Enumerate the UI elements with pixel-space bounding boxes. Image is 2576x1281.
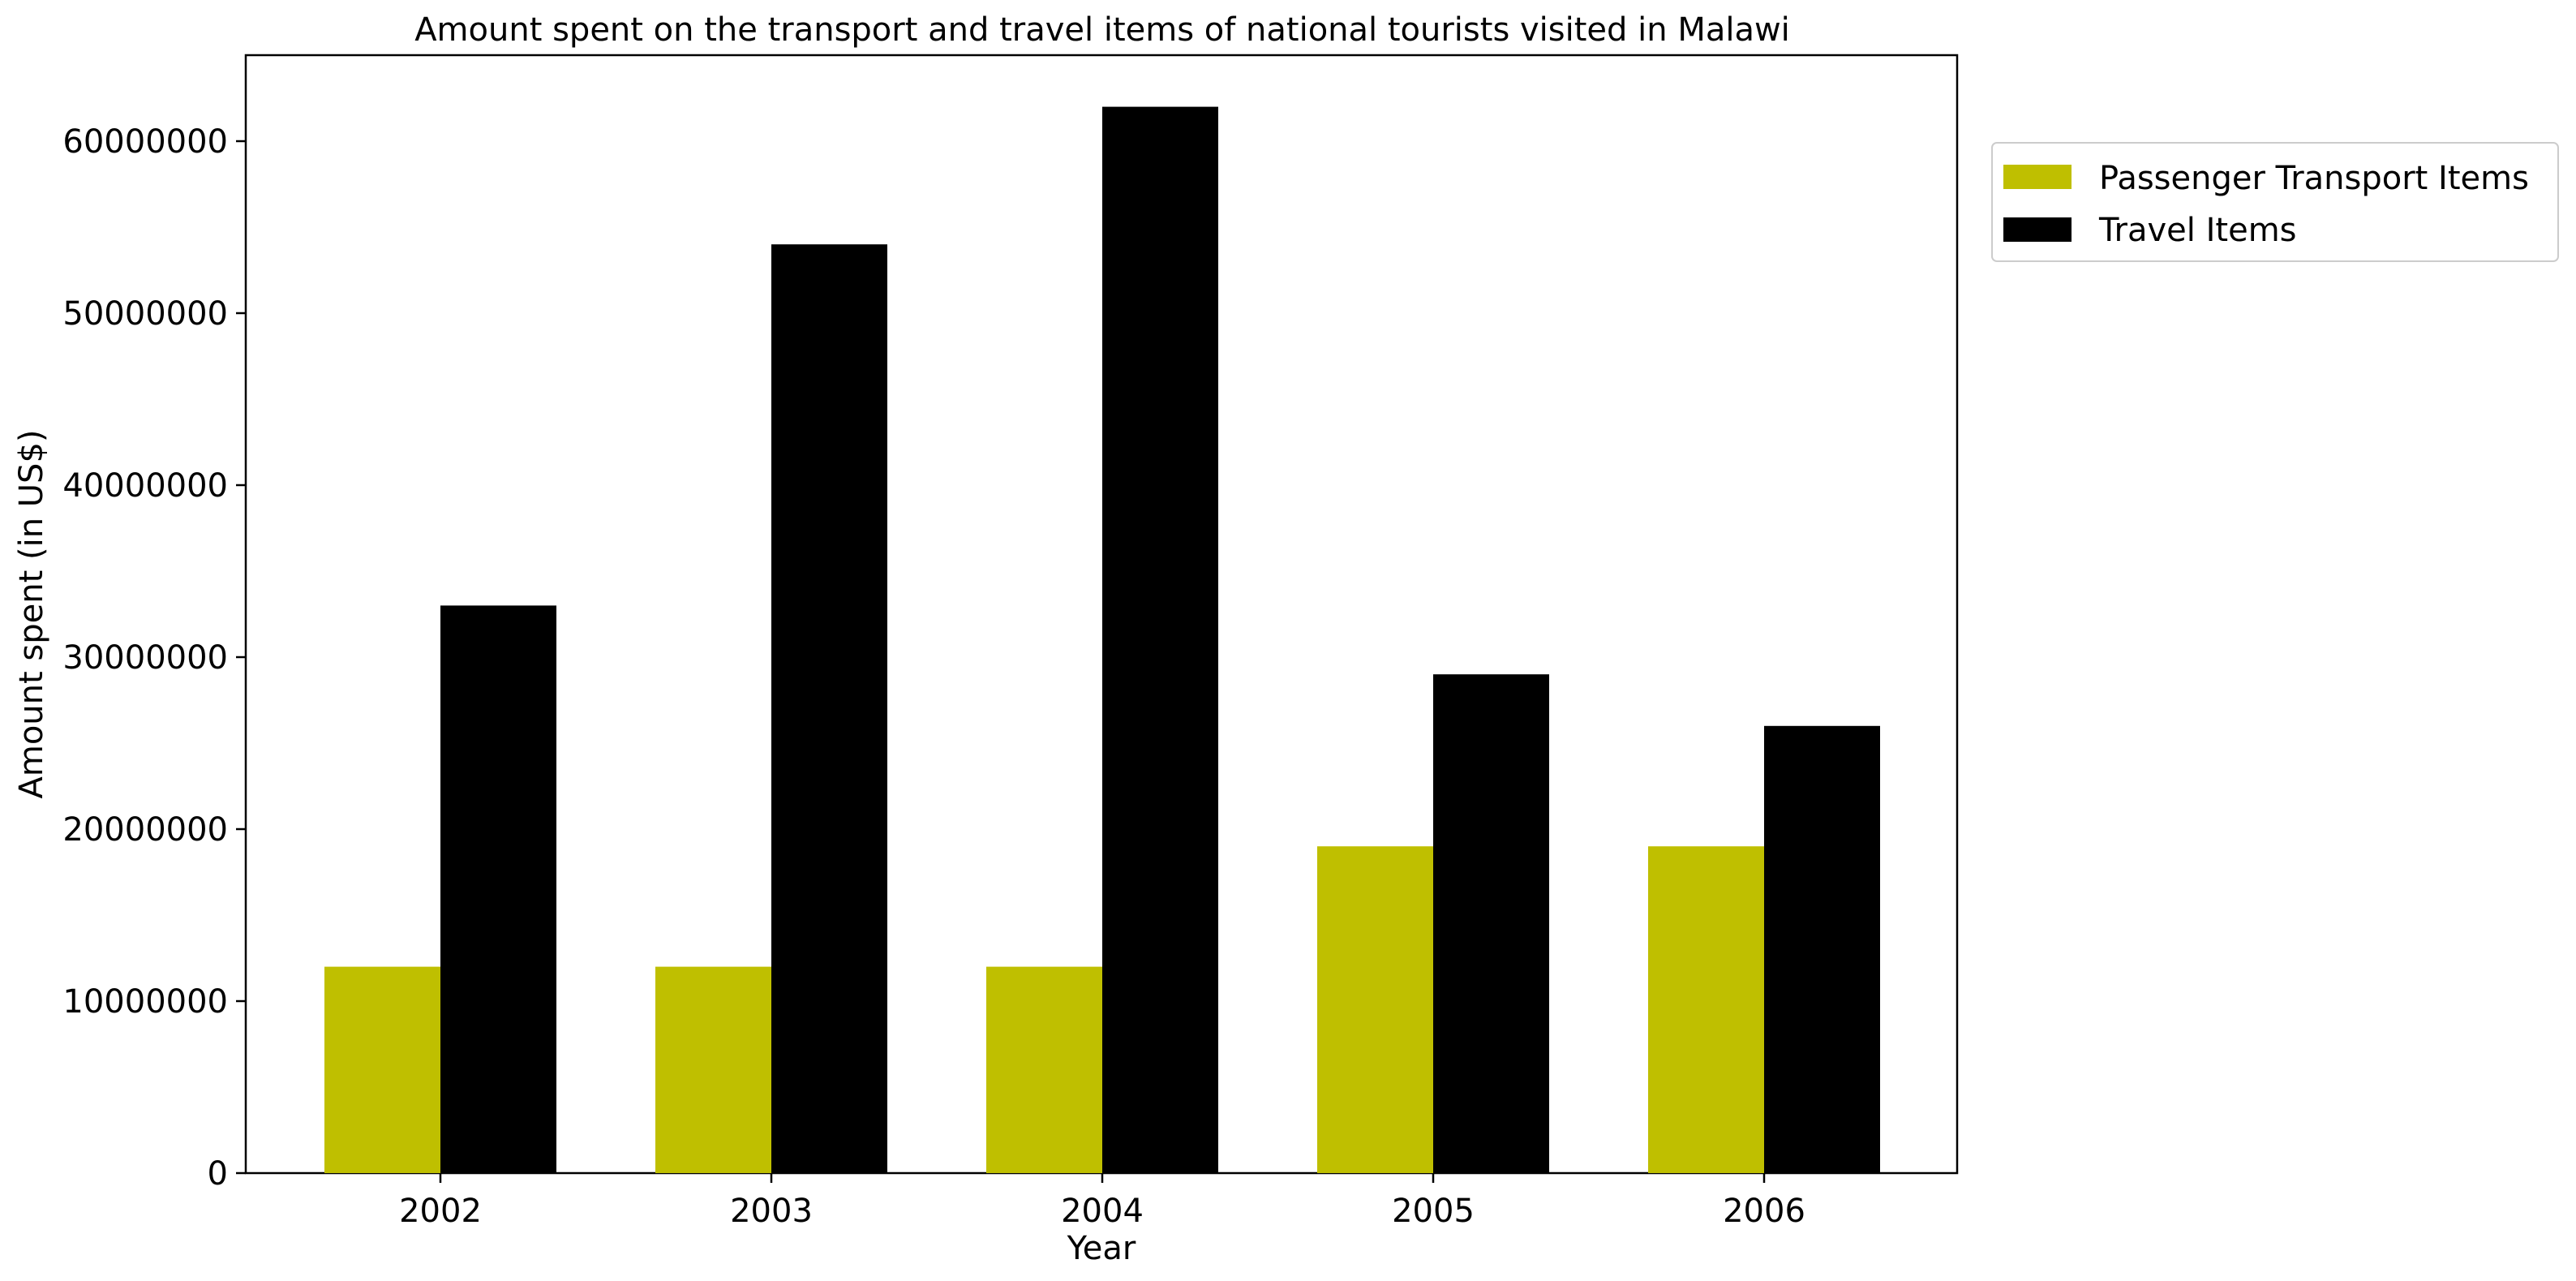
bar-passenger-transport-2004: [986, 966, 1102, 1173]
y-tick-label: 60000000: [62, 123, 228, 161]
x-axis: 2002 2003 2004 2005 2006: [399, 1173, 1805, 1230]
y-tick-label: 20000000: [62, 811, 228, 849]
x-tick-label: 2003: [730, 1193, 813, 1230]
bar-passenger-transport-2003: [655, 966, 771, 1173]
x-tick-label: 2006: [1723, 1193, 1805, 1230]
bar-travel-items-2003: [771, 244, 887, 1174]
x-tick-label: 2005: [1392, 1193, 1475, 1230]
y-axis-label: Amount spent (in US$): [13, 430, 50, 799]
y-tick-label: 50000000: [62, 295, 228, 333]
bar-travel-items-2005: [1433, 674, 1549, 1173]
x-axis-label: Year: [1067, 1230, 1136, 1267]
bar-passenger-transport-2005: [1317, 846, 1433, 1173]
bar-travel-items-2004: [1102, 106, 1218, 1174]
legend-swatch-travel-items: [2003, 217, 2072, 242]
legend-frame: [1991, 142, 2559, 262]
y-axis: 0 10000000 20000000 30000000 40000000 5000000…: [62, 123, 246, 1193]
bar-travel-items-2006: [1764, 725, 1880, 1173]
bars-group: [324, 106, 1880, 1174]
y-tick-label: 10000000: [62, 983, 228, 1021]
y-tick-label: 40000000: [62, 467, 228, 505]
legend-label-travel-items: Travel Items: [2098, 212, 2297, 249]
y-tick-label: 0: [208, 1155, 228, 1193]
x-tick-label: 2002: [399, 1193, 482, 1230]
bar-travel-items-2002: [440, 605, 556, 1173]
legend-swatch-passenger-transport: [2003, 165, 2072, 189]
bar-passenger-transport-2006: [1648, 846, 1764, 1173]
x-tick-label: 2004: [1061, 1193, 1144, 1230]
y-tick-label: 30000000: [62, 639, 228, 677]
chart-title: Amount spent on the transport and travel…: [414, 11, 1790, 49]
legend: Passenger Transport Items Travel Items: [1991, 142, 2559, 262]
legend-label-passenger-transport: Passenger Transport Items: [2099, 160, 2529, 197]
bar-passenger-transport-2002: [324, 966, 440, 1173]
